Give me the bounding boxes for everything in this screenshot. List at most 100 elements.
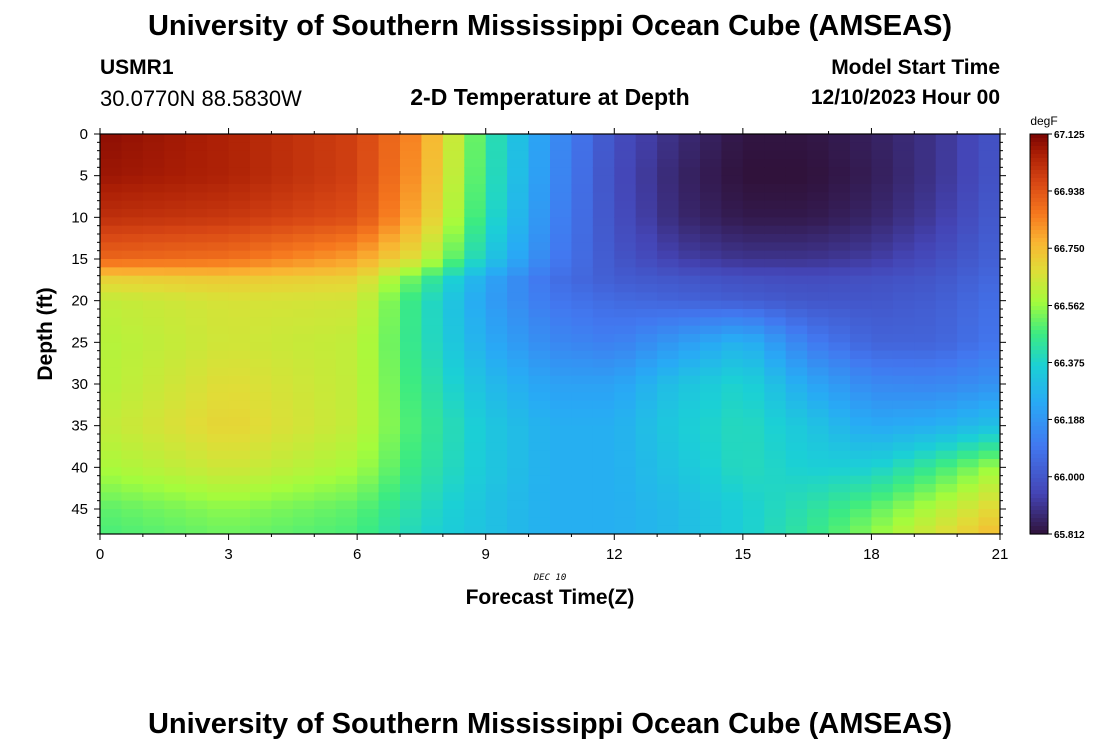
colorbar-cell <box>1030 162 1048 167</box>
heatmap-cell <box>228 459 251 468</box>
heatmap-cell <box>957 359 980 368</box>
heatmap-cell <box>271 309 294 318</box>
heatmap-cell <box>828 384 851 393</box>
colorbar-cell <box>1030 238 1048 243</box>
heatmap-cell <box>871 359 894 368</box>
heatmap-cell <box>335 192 358 202</box>
heatmap-cell <box>250 525 273 534</box>
heatmap-cell <box>400 375 423 385</box>
heatmap-cell <box>357 484 380 493</box>
heatmap-cell <box>614 325 637 335</box>
heatmap-cell <box>485 309 508 318</box>
heatmap-cell <box>764 350 787 360</box>
heatmap-cell <box>485 167 508 177</box>
heatmap-cell <box>485 417 508 427</box>
heatmap-cell <box>657 200 680 210</box>
heatmap-cell <box>957 300 980 310</box>
heatmap-cell <box>292 292 315 302</box>
heatmap-cell <box>250 150 273 160</box>
colorbar-cell <box>1030 134 1048 139</box>
heatmap-cell <box>464 425 487 435</box>
heatmap-cell <box>871 442 894 452</box>
heatmap-cell <box>121 367 144 377</box>
heatmap-cell <box>464 325 487 335</box>
heatmap-cell <box>892 134 915 143</box>
heatmap-cell <box>550 467 573 477</box>
heatmap-cell <box>935 525 958 534</box>
heatmap-cell <box>271 209 294 218</box>
heatmap-cell <box>100 500 123 510</box>
heatmap-cell <box>464 317 487 327</box>
heatmap-cell <box>121 475 144 485</box>
heatmap-cell <box>507 259 530 268</box>
heatmap-cell <box>335 142 358 152</box>
heatmap-cell <box>700 525 723 534</box>
heatmap-cell <box>742 525 765 534</box>
heatmap-cell <box>314 492 337 502</box>
heatmap-cell <box>721 242 744 252</box>
heatmap-cell <box>142 392 165 402</box>
heatmap-cell <box>185 525 208 534</box>
heatmap-cell <box>635 509 658 518</box>
heatmap-cell <box>550 475 573 485</box>
heatmap-cell <box>678 350 701 360</box>
heatmap-cell <box>635 475 658 485</box>
heatmap-cell <box>592 200 615 210</box>
heatmap-cell <box>164 525 187 534</box>
heatmap-cell <box>378 467 401 477</box>
heatmap-cell <box>935 134 958 143</box>
heatmap-cell <box>142 267 165 277</box>
heatmap-cell <box>292 342 315 352</box>
colorbar-label: 67.125 <box>1054 130 1085 141</box>
heatmap-cell <box>550 425 573 435</box>
heatmap-cell <box>742 267 765 277</box>
heatmap-cell <box>250 384 273 393</box>
heatmap-cell <box>571 342 594 352</box>
heatmap-cell <box>421 509 444 518</box>
heatmap-cell <box>121 159 144 168</box>
heatmap-cell <box>335 484 358 493</box>
colorbar-cell <box>1030 410 1048 415</box>
heatmap-cell <box>571 250 594 260</box>
heatmap-cell <box>978 234 1000 243</box>
heatmap-cell <box>550 442 573 452</box>
heatmap-cell <box>507 525 530 534</box>
heatmap-cell <box>378 459 401 468</box>
heatmap-cell <box>807 142 830 152</box>
heatmap-cell <box>764 275 787 285</box>
heatmap-cell <box>250 209 273 218</box>
heatmap-cell <box>314 409 337 418</box>
heatmap-cell <box>892 492 915 502</box>
heatmap-cell <box>228 259 251 268</box>
heatmap-cell <box>635 450 658 460</box>
heatmap-cell <box>850 284 873 293</box>
heatmap-cell <box>378 217 401 227</box>
heatmap-cell <box>314 425 337 435</box>
heatmap-cell <box>635 259 658 268</box>
colorbar-cell <box>1030 298 1048 303</box>
heatmap-cell <box>742 342 765 352</box>
heatmap-cell <box>100 350 123 360</box>
heatmap-cell <box>142 142 165 152</box>
heatmap-cell <box>635 217 658 227</box>
heatmap-cell <box>742 275 765 285</box>
heatmap-cell <box>742 175 765 185</box>
heatmap-cell <box>507 134 530 143</box>
heatmap-cell <box>721 459 744 468</box>
heatmap-cell <box>464 167 487 177</box>
heatmap-cell <box>421 209 444 218</box>
heatmap-cell <box>185 342 208 352</box>
heatmap-cell <box>978 517 1000 527</box>
heatmap-cell <box>421 384 444 393</box>
heatmap-cell <box>614 375 637 385</box>
heatmap-cell <box>185 317 208 327</box>
heatmap-cell <box>507 492 530 502</box>
heatmap-cell <box>571 234 594 243</box>
heatmap-cell <box>507 217 530 227</box>
heatmap-cell <box>185 284 208 293</box>
heatmap-cell <box>785 300 808 310</box>
heatmap-cell <box>442 150 465 160</box>
heatmap-cell <box>442 375 465 385</box>
heatmap-cell <box>678 217 701 227</box>
heatmap-cell <box>550 509 573 518</box>
